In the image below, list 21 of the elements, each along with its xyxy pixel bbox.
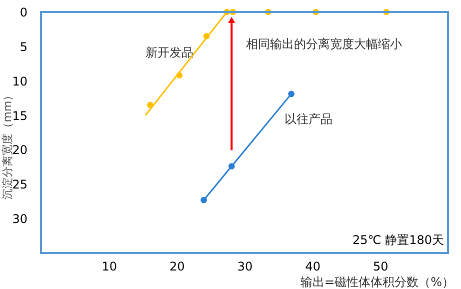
point (288, 90, 294, 98)
x-tick-label: 20 (170, 260, 185, 274)
y-tick-label: 0 (20, 6, 28, 20)
y-tick-label: 5 (20, 40, 28, 54)
annotation: 25℃ 静置180天 (352, 233, 444, 247)
y-axis-title: 沉淀分离宽度（mm） (1, 90, 14, 200)
series-label: 以往产品 (284, 112, 332, 126)
y-tick-label: 20 (12, 143, 28, 158)
x-tick-label: 30 (237, 260, 253, 274)
y-tick-label: 30 (12, 212, 28, 226)
point (228, 163, 235, 170)
y-tick-label: 25 (12, 178, 28, 192)
x-tick-label: 10 (102, 260, 117, 274)
y-tick-label: 10 (12, 74, 28, 88)
y-tick-label: 15 (12, 108, 28, 123)
point (200, 196, 207, 204)
x-axis-title: 输出=磁性体体积分数（%） (300, 275, 454, 289)
x-tick-label: 50 (373, 260, 388, 274)
annotation: 相同输出的分离宽度大幅缩小 (246, 37, 402, 51)
series-label: 新开发品 (145, 45, 194, 60)
x-tick-label: 40 (305, 260, 320, 274)
